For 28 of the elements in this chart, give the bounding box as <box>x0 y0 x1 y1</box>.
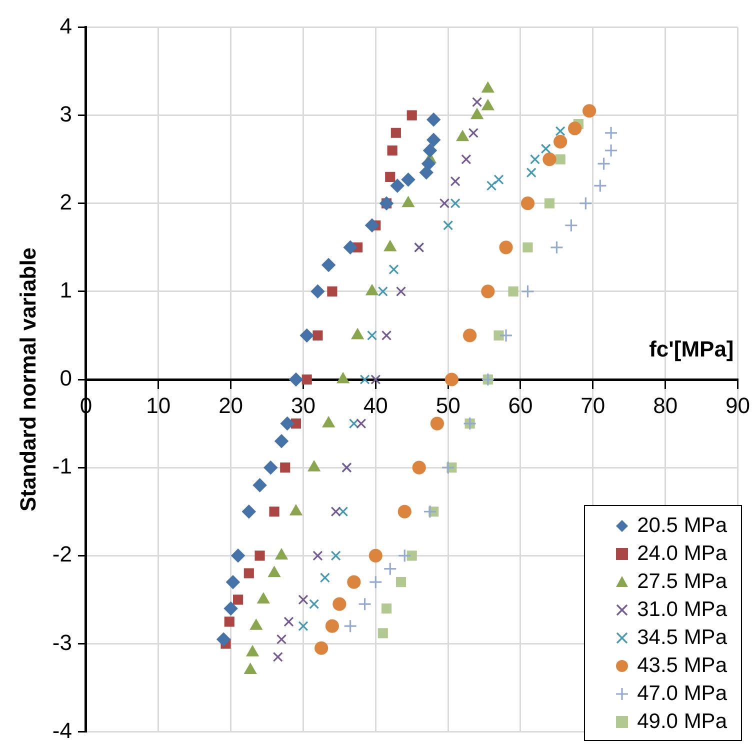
y-tick-label: 3 <box>60 101 72 126</box>
y-tick-label: -4 <box>52 718 72 743</box>
y-tick-label: 1 <box>60 277 72 302</box>
y-tick-label: -2 <box>52 542 72 567</box>
x-tick-label: 10 <box>146 392 171 418</box>
legend-label: 49.0 MPa <box>637 710 727 734</box>
y-axis-title: Standard normal variable <box>15 247 40 512</box>
x-tick-label: 20 <box>218 392 244 418</box>
x-tick-label: 90 <box>726 392 750 418</box>
y-tick-label: -3 <box>52 630 72 655</box>
x-axis-title: fc'[MPa] <box>649 336 734 362</box>
x-tick-label: 60 <box>508 392 533 418</box>
y-tick-label: 2 <box>60 189 72 214</box>
legend-label: 24.0 MPa <box>637 542 727 566</box>
x-tick-label: 40 <box>363 392 388 418</box>
legend-label: 27.5 MPa <box>637 570 727 594</box>
y-tick-label: -1 <box>52 454 72 479</box>
x-tick-label: 50 <box>436 392 460 418</box>
y-tick-label: 4 <box>60 13 72 38</box>
legend-label: 34.5 MPa <box>637 626 727 650</box>
legend-label: 31.0 MPa <box>637 598 727 622</box>
x-tick-label: 30 <box>290 392 316 418</box>
x-tick-label: 80 <box>653 392 678 418</box>
y-tick-label: 0 <box>60 366 72 391</box>
x-tick-label: 70 <box>580 392 606 418</box>
legend-label: 47.0 MPa <box>637 682 727 706</box>
legend-label: 43.5 MPa <box>637 654 727 678</box>
legend-label: 20.5 MPa <box>637 514 727 538</box>
